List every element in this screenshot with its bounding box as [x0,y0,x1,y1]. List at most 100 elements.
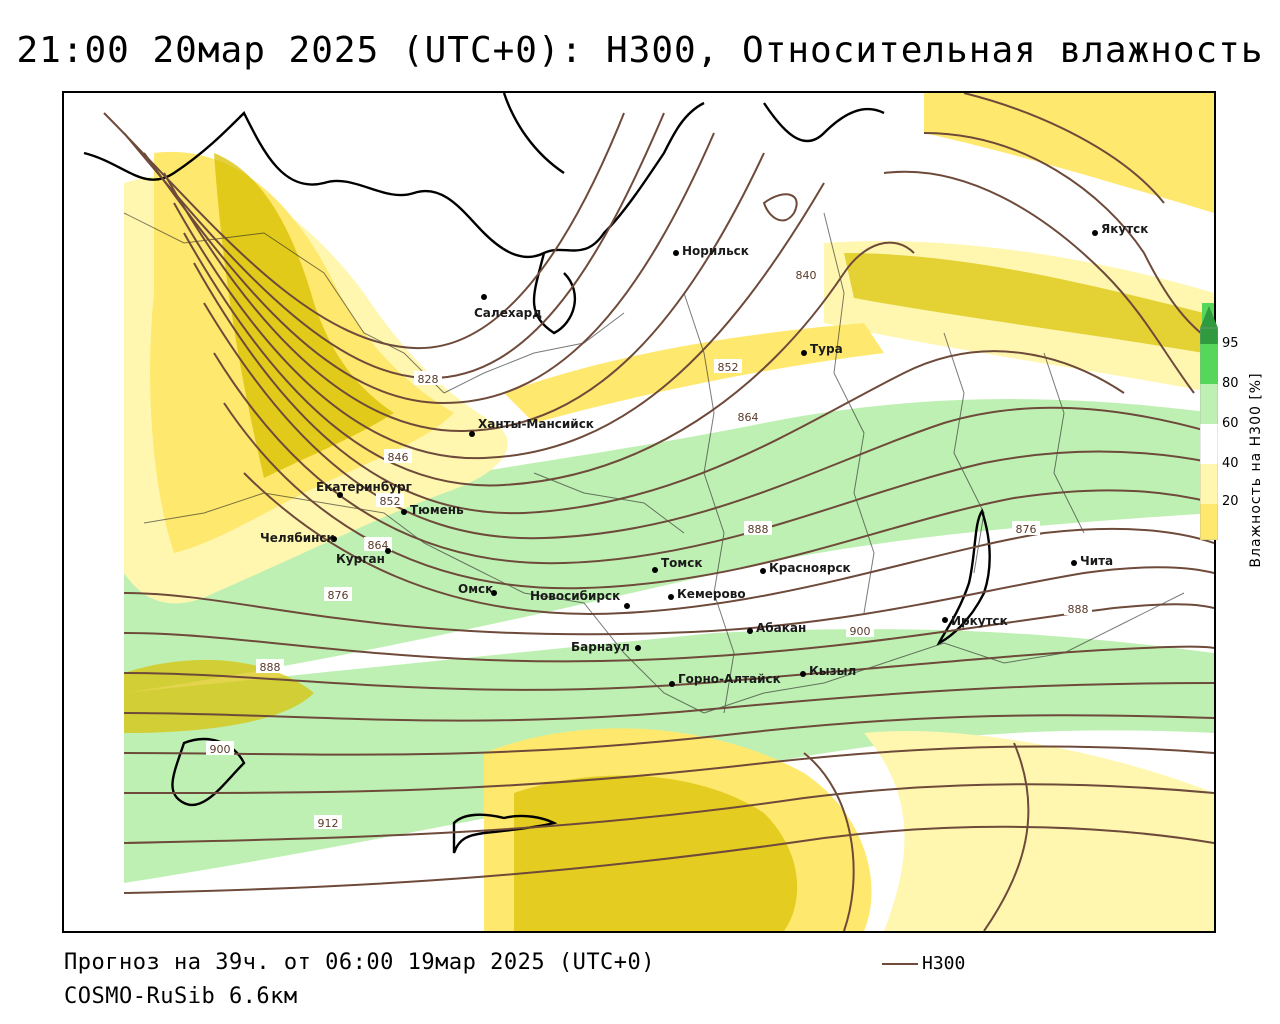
h300-contour-line [983,742,1030,931]
city-abakan: Абакан [747,621,806,635]
lake-baikal [936,508,991,646]
svg-text:888: 888 [260,661,281,674]
colorbar-dry [1200,464,1218,504]
svg-text:912: 912 [318,817,339,830]
model-info: COSMO-RuSib 6.6км [64,984,298,1009]
city-chelyabinsk: Челябинск [260,531,337,545]
svg-text:852: 852 [380,495,401,508]
humidity-tongue-driest [214,153,394,478]
contour-labels: 840 828 852 864 846 852 864 876 876 888 … [206,267,1092,830]
h300-contour-line [123,783,1214,844]
contour-label: 864 [734,409,762,424]
svg-text:Якутск: Якутск [1101,222,1148,236]
svg-text:Курган: Курган [336,552,385,566]
legend: H300 [882,953,965,974]
h300-contour-line [103,112,625,350]
contour-label: 876 [324,587,352,602]
h300-contour-line [173,182,825,460]
city-salekhard: Салехард [474,294,542,320]
colorbar [1200,306,1218,540]
colorbar-label: Влажность на H300 [%] [1248,372,1264,568]
city-yekaterinburg: Екатеринбург [316,480,412,498]
map-frame[interactable]: 840 828 852 864 846 852 864 876 876 888 … [62,91,1216,933]
city-yakutsk: Якутск [1092,222,1148,236]
colorbar-tick-95: 95 [1222,336,1239,351]
colorbar-tick-80: 80 [1222,376,1239,391]
h300-contour-line [123,714,1214,756]
humidity-ne-drier [844,253,1204,353]
humidity-se-dry [864,731,1214,931]
contour-label: 888 [1064,601,1092,616]
city-kurgan: Курган [336,548,391,566]
svg-text:Иркутск: Иркутск [951,614,1008,628]
h300-contour-line [123,603,1214,663]
city-chita: Чита [1071,554,1113,568]
colorbar-humid [1200,344,1218,384]
city-khanty-mansiysk: Ханты-Мансийск [469,417,594,437]
contour-label: 864 [364,537,392,552]
colorbar-bottom [1200,504,1218,540]
svg-text:Барнаул: Барнаул [571,640,630,654]
contour-label: 846 [384,449,412,464]
city-kemerovo: Кемерово [668,587,746,601]
city-tura: Тура [801,342,843,356]
svg-text:888: 888 [1068,603,1089,616]
svg-text:Тура: Тура [810,342,843,356]
colorbar-tick-20: 20 [1222,494,1239,509]
contour-label: 900 [846,623,874,638]
colorbar-tick-60: 60 [1222,416,1239,431]
h300-contour-line [193,262,1125,515]
svg-text:900: 900 [210,743,231,756]
city-kyzyl: Кызыл [800,664,856,678]
colorbar-tick-40: 40 [1222,456,1239,471]
h300-contour-line [203,302,1214,540]
svg-text:Челябинск: Челябинск [260,531,335,545]
h300-contour-line [223,402,1214,590]
contour-label: 852 [376,493,404,508]
humidity-band-moist [124,399,1214,693]
svg-text:Ханты-Мансийск: Ханты-Мансийск [478,417,594,431]
city-norilsk: Норильск [673,244,749,258]
humidity-mid-yellow [504,323,884,423]
humidity-ne-corner [924,93,1214,213]
svg-text:Салехард: Салехард [474,306,542,320]
city-tyumen: Тюмень [401,503,464,517]
svg-text:864: 864 [738,411,759,424]
svg-text:Новосибирск: Новосибирск [530,589,620,603]
colorbar-mid [1200,424,1218,464]
city-barnaul: Барнаул [571,640,641,654]
map-canvas[interactable]: 840 828 852 864 846 852 864 876 876 888 … [64,93,1214,931]
city-novosibirsk: Новосибирск [530,589,630,609]
svg-text:Красноярск: Красноярск [769,561,851,575]
h300-contour-line [123,682,1214,722]
h300-contour-line [143,132,715,405]
svg-text:846: 846 [388,451,409,464]
colorbar-very-humid [1200,328,1218,344]
svg-text:876: 876 [328,589,349,602]
borders [123,212,1185,714]
contour-label: 912 [314,815,342,830]
svg-text:Чита: Чита [1080,554,1113,568]
city-irkutsk: Иркутск [942,614,1008,628]
h300-contour-line [123,745,1214,794]
h300-contour-line [163,152,765,433]
svg-text:852: 852 [718,361,739,374]
svg-text:Томск: Томск [661,556,703,570]
aral-coast [452,813,558,854]
svg-text:Кемерово: Кемерово [677,587,746,601]
h300-contour-line [803,752,855,931]
svg-text:Кызыл: Кызыл [809,664,856,678]
svg-text:Омск: Омск [458,582,493,596]
svg-text:864: 864 [368,539,389,552]
h300-contour-line [883,170,1195,394]
svg-text:828: 828 [418,373,439,386]
h300-contour-line [243,472,1214,615]
svg-text:876: 876 [1016,523,1037,536]
svg-text:Екатеринбург: Екатеринбург [316,480,412,494]
legend-swatch [882,962,918,965]
cities: Якутск Норильск Салехард Тура Ханты-Манс… [260,222,1148,687]
coastline [83,93,991,854]
contour-label: 900 [206,741,234,756]
h300-contour-line [123,645,1214,691]
city-omsk: Омск [458,582,497,596]
